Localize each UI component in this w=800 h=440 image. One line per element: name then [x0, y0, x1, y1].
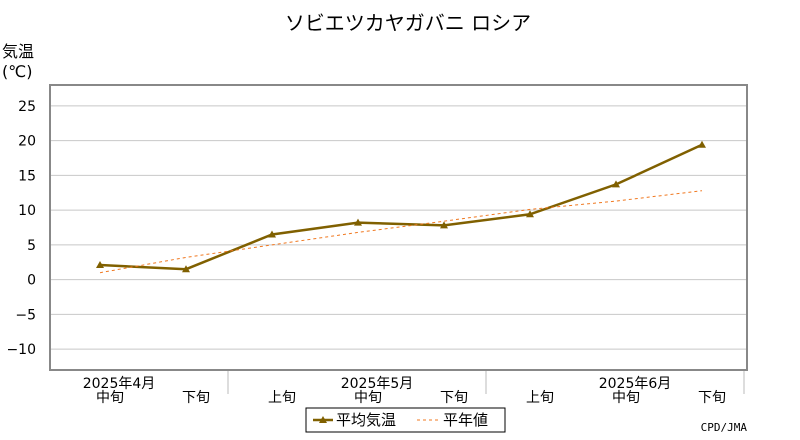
- x-tick-label: 中旬: [612, 390, 640, 406]
- credit-text: CPD/JMA: [701, 421, 748, 434]
- x-tick-label: 上旬: [268, 390, 296, 406]
- data-point-marker: [354, 218, 362, 226]
- y-axis-label-unit: (℃): [2, 62, 32, 81]
- legend-marker-average: [319, 416, 327, 423]
- y-tick-label: −10: [6, 342, 36, 358]
- data-point-marker: [698, 140, 706, 148]
- legend-box: [305, 407, 506, 433]
- x-month-label: 2025年4月: [83, 376, 156, 392]
- series-line-average: [99, 143, 703, 271]
- y-tick-label: 10: [18, 203, 36, 219]
- data-point-marker: [526, 210, 534, 218]
- series-line-normal: [99, 190, 703, 274]
- x-tick-label: 中旬: [96, 390, 124, 406]
- data-point-marker: [268, 230, 276, 238]
- y-tick-label: 20: [18, 134, 36, 150]
- x-tick-label: 下旬: [182, 390, 210, 406]
- y-tick-label: −5: [15, 307, 36, 323]
- gridlines: [50, 105, 747, 350]
- data-point-marker: [440, 221, 448, 229]
- x-tick-label: 上旬: [526, 390, 554, 406]
- legend: 平均気温 平年値: [305, 407, 506, 433]
- plot-frame: [49, 84, 748, 371]
- chart-title: ソビエツカヤガバニ ロシア: [285, 11, 531, 35]
- x-month-label: 2025年5月: [341, 376, 414, 392]
- x-month-label: 2025年6月: [599, 376, 672, 392]
- y-tick-labels: 25 20 15 10 5 0 −5 −10: [6, 99, 36, 358]
- series-layer: [96, 140, 706, 274]
- y-tick-label: 15: [18, 168, 36, 184]
- y-tick-label: 0: [27, 273, 36, 289]
- data-point-marker: [612, 180, 620, 188]
- y-tick-label: 25: [18, 99, 36, 115]
- x-tick-label: 中旬: [354, 390, 382, 406]
- y-axis-label-name: 気温: [2, 42, 34, 61]
- x-tick-label: 下旬: [440, 390, 468, 406]
- data-point-marker: [96, 261, 104, 269]
- data-point-marker: [182, 265, 190, 273]
- legend-label-average: 平均気温: [336, 411, 396, 429]
- y-tick-label: 5: [27, 238, 36, 254]
- x-tick-label: 下旬: [698, 390, 726, 406]
- legend-label-normal: 平年値: [443, 411, 488, 429]
